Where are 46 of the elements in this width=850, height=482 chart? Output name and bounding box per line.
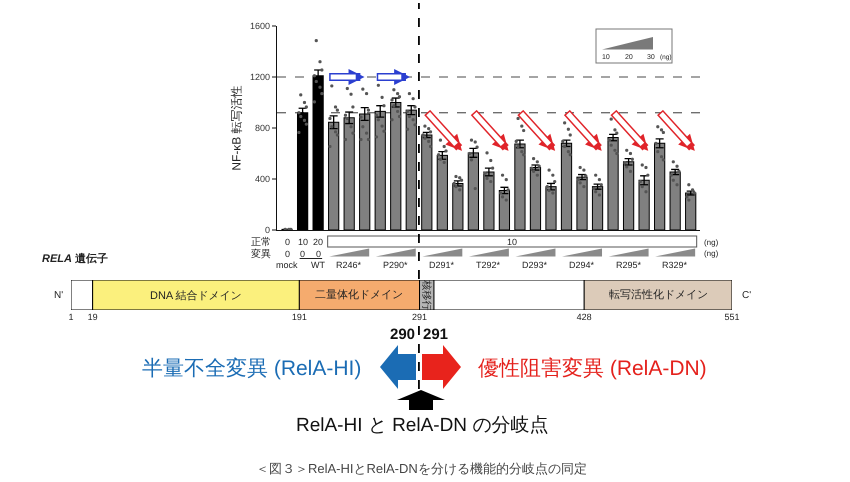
annotation: 291 [423,326,448,343]
y-tick-label: 800 [254,123,270,134]
y-tick-label: 400 [254,174,270,184]
annotation: 20 [313,237,324,247]
text: 優性阻害変異 (RelA-DN) [478,357,707,380]
annotation: 正常 [251,236,271,248]
y-tick-label: 0 [264,225,270,236]
x-tick-label: 551 [724,312,740,322]
series-label: DNA 結合ドメイン [150,289,242,302]
x-tick-label: D293* [522,260,548,270]
x-tick-label: D294* [569,260,595,270]
x-tick-label: R246* [336,260,362,270]
x-tick-label: WT [311,260,326,270]
y-axis-title: NF-κB 転写活性 [229,85,244,171]
x-tick-label: 191 [292,312,307,322]
annotation: 0 [316,249,322,259]
annotation: 290 [390,326,416,343]
text: RelA-HI と RelA-DN の分岐点 [296,415,548,436]
annotation: 変異 [251,248,271,260]
text: ＜図３＞RelA-HIとRelA-DNを分ける機能的分岐点の同定 [256,461,587,476]
x-tick-label: mock [276,260,298,270]
annotation: 0 [285,249,290,259]
x-tick-label: R329* [662,260,688,270]
series-label: 核移行 [420,279,433,310]
x-tick-label: P290* [383,260,408,270]
text: 半量不全変異 (RelA-HI) [142,357,362,380]
x-tick-label: 291 [412,312,428,322]
y-tick-label: 1600 [250,21,270,32]
annotation: 0 [285,237,290,247]
x-tick-label: R295* [616,260,642,270]
text: N' [54,290,64,301]
y-tick-label: 1200 [250,72,270,82]
text: RELA 遺伝子 [42,252,108,265]
annotation: 10 [298,237,308,247]
text: C' [742,290,752,301]
series-label: 転写活性化ドメイン [609,289,708,301]
annotation: 0 [300,249,306,259]
annotation: 10 [507,237,518,247]
annotation: (ng) [704,238,719,247]
x-tick-label: 428 [576,312,592,322]
x-tick-label: 19 [88,312,98,322]
x-tick-label: T292* [476,260,501,270]
x-tick-label: D291* [429,260,455,270]
x-tick-label: 1 [68,312,74,322]
annotation: (ng) [704,249,719,258]
series-label: 二量体化ドメイン [315,289,403,301]
